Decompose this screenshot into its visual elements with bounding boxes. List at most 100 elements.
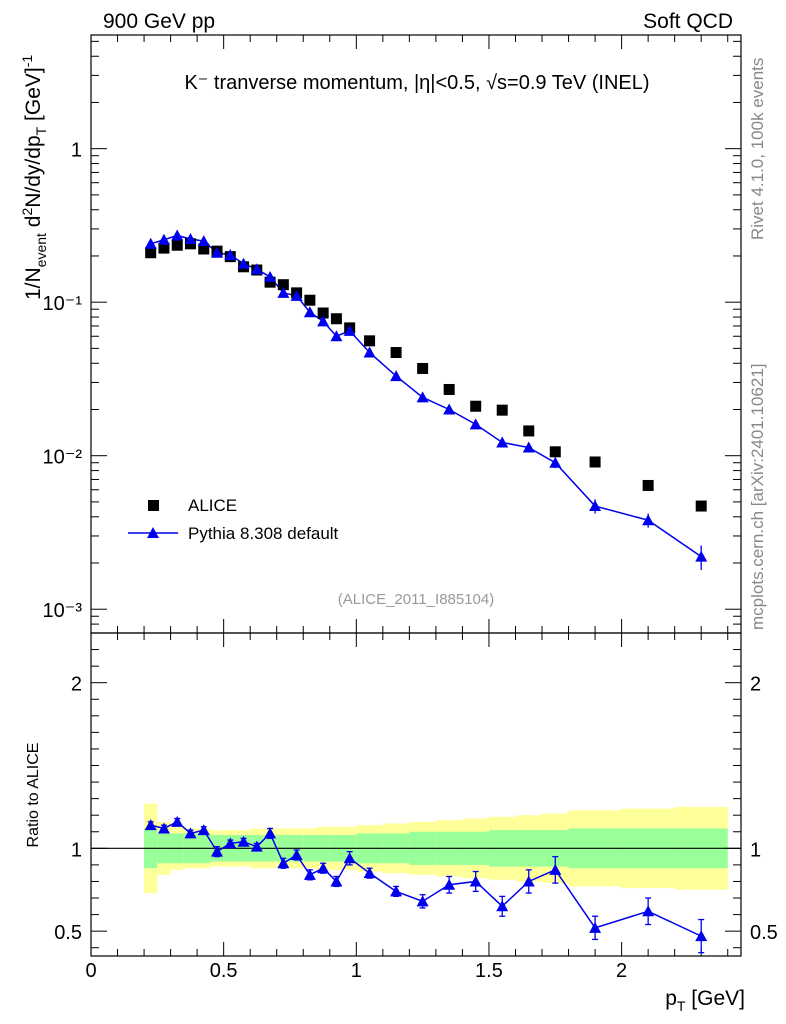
ratio-data-point xyxy=(250,840,263,852)
pythia-data-point xyxy=(416,391,429,403)
alice-data-point xyxy=(145,247,157,259)
ratio-y-tick-label-right: 1 xyxy=(750,839,761,861)
ratio-data-point xyxy=(171,815,184,827)
ratio-data-point xyxy=(390,885,403,897)
ratio-data-point xyxy=(317,862,330,874)
alice-data-point xyxy=(390,347,402,359)
main-y-axis-label: 1/Nevent d2N/dy/dpT [GeV]-1 xyxy=(19,55,49,300)
ratio-data-point xyxy=(330,875,343,887)
ratio-data-point xyxy=(363,867,376,879)
legend-alice-marker xyxy=(148,500,159,511)
legend: ALICE Pythia 8.308 default xyxy=(128,496,339,543)
alice-data-point xyxy=(589,456,601,468)
ratio-data-point xyxy=(496,900,509,912)
ratio-data-point xyxy=(443,878,456,890)
ratio-data-point xyxy=(642,905,655,917)
ratio-data-point xyxy=(469,875,482,887)
pythia-data-point xyxy=(171,229,184,241)
pythia-data-point xyxy=(343,324,356,336)
pythia-data-point xyxy=(522,441,535,453)
alice-data-point xyxy=(317,307,329,319)
ratio-data-point xyxy=(522,875,535,887)
x-tick-label: 2 xyxy=(616,960,627,982)
ratio-plot-frame xyxy=(90,632,742,957)
pythia-data-point xyxy=(197,235,210,247)
alice-data-point xyxy=(443,383,455,395)
alice-data-point xyxy=(470,400,482,412)
pythia-data-point xyxy=(695,550,708,562)
legend-pythia-marker xyxy=(147,527,159,538)
x-axis-label: pT [GeV] xyxy=(665,987,745,1014)
pythia-data-point xyxy=(390,370,403,382)
ratio-data-point xyxy=(589,921,602,933)
ratio-data-point xyxy=(695,930,708,942)
pythia-data-point xyxy=(237,257,250,269)
pythia-data-point xyxy=(642,514,655,526)
ratio-y-tick-label-right: 2 xyxy=(750,674,761,696)
pythia-data-point xyxy=(330,330,343,342)
main-y-tick-label: 1 xyxy=(71,140,82,162)
x-tick-label: 0 xyxy=(85,960,96,982)
ratio-data-point xyxy=(264,827,277,839)
ratio-y-tick-label: 1 xyxy=(71,839,82,861)
alice-data-point xyxy=(171,239,183,251)
ratio-data-point xyxy=(549,863,562,875)
pythia-data-point xyxy=(250,263,263,275)
main-y-tick-label: 10⁻² xyxy=(43,447,83,469)
ratio-data-point xyxy=(343,852,356,864)
ratio-y-tick-label: 2 xyxy=(71,674,82,696)
main-plot-frame xyxy=(90,34,742,634)
pythia-data-point xyxy=(144,237,157,249)
main-plot-panel: 10⁻³ 10⁻² 10⁻¹ 1 K⁻ tranverse momentum, |η|… xyxy=(19,35,741,634)
pythia-data-point xyxy=(469,418,482,430)
main-plot-title: K⁻ tranverse momentum, |η|<0.5, √s=0.9 T… xyxy=(184,72,649,94)
alice-data-point xyxy=(417,362,429,374)
rivet-version-label: Rivet 4.1.0, 100k events xyxy=(748,58,767,240)
ratio-data-point xyxy=(157,822,170,834)
alice-data-point xyxy=(549,446,561,458)
alice-data-point xyxy=(642,479,654,491)
ratio-data-point xyxy=(224,837,237,849)
analysis-id-watermark: (ALICE_2011_I885104) xyxy=(338,591,495,608)
alice-data-point xyxy=(198,243,210,255)
ratio-data-point xyxy=(290,848,303,860)
x-tick-label: 1 xyxy=(351,960,362,982)
alice-data-point xyxy=(158,242,170,254)
header-right-label: Soft QCD xyxy=(643,10,733,33)
alice-data-point xyxy=(523,425,535,437)
ratio-data-point xyxy=(184,827,197,839)
ratio-data-point xyxy=(416,895,429,907)
pythia-data-point xyxy=(277,286,290,298)
pythia-data-point xyxy=(211,246,224,258)
ratio-data-point xyxy=(144,819,157,831)
legend-alice-label: ALICE xyxy=(188,496,237,515)
ratio-y-axis-label: Ratio to ALICE xyxy=(25,743,42,848)
pythia-data-point xyxy=(303,306,316,318)
ratio-plot-panel: 0 0.5 1 1.5 20.5 0.51 12 2 Ratio to ALICE pT [G… xyxy=(25,633,778,1014)
pythia-data-point xyxy=(496,436,509,448)
alice-data-point xyxy=(264,276,276,288)
ratio-data-point xyxy=(303,868,316,880)
pythia-data-point xyxy=(363,346,376,358)
pythia-data-point xyxy=(589,500,602,512)
alice-data-point xyxy=(304,294,316,306)
pythia-data-point xyxy=(290,289,303,301)
pythia-data-point xyxy=(264,270,277,282)
legend-pythia-label: Pythia 8.308 default xyxy=(188,524,339,543)
pythia-data-point xyxy=(184,232,197,244)
x-tick-label: 0.5 xyxy=(210,960,238,982)
ratio-y-tick-label: 0.5 xyxy=(54,922,82,944)
pythia-data-point xyxy=(443,403,456,415)
pythia-data-point xyxy=(224,248,237,260)
alice-data-point xyxy=(364,335,376,347)
pythia-data-point xyxy=(157,233,170,245)
pythia-data-point xyxy=(549,456,562,468)
ratio-y-tick-label-right: 0.5 xyxy=(750,922,778,944)
alice-data-point xyxy=(695,500,707,512)
ratio-data-point xyxy=(237,835,250,847)
mcplots-source-label: mcplots.cern.ch [arXiv:2401.10621] xyxy=(748,364,767,630)
header-left-label: 900 GeV pp xyxy=(103,10,215,33)
pythia-data-point xyxy=(317,315,330,327)
ratio-data-point xyxy=(277,857,290,869)
